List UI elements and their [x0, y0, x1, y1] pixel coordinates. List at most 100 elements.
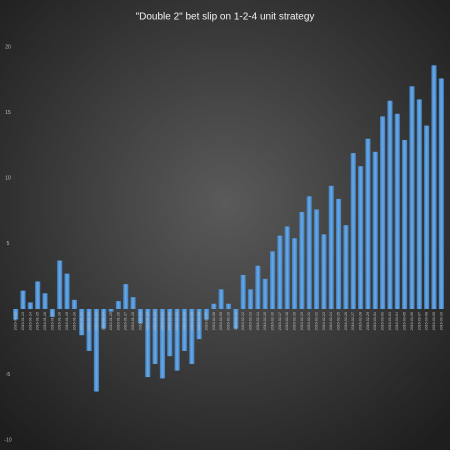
bar [174, 309, 180, 371]
x-tick-label: 2016-01-21 [80, 312, 84, 330]
bar [130, 297, 136, 309]
bar [167, 309, 173, 357]
x-tick-label: 2016-01-26 [116, 312, 120, 330]
x-tick-label: 2016-03-09 [432, 312, 436, 330]
x-tick-label: 2016-01-14 [28, 312, 32, 330]
bar [269, 251, 276, 309]
bar [321, 234, 327, 309]
y-tick-label: -5 [6, 372, 11, 378]
x-tick-label: 2016-02-19 [293, 312, 297, 330]
bar [240, 274, 246, 309]
bar [145, 309, 151, 378]
bar [218, 289, 224, 309]
x-tick-label: 2016-03-10 [439, 312, 443, 330]
x-tick-label: 2016-02-10 [226, 312, 230, 330]
bar [277, 235, 283, 309]
bar [291, 238, 298, 309]
y-tick-label: 5 [7, 241, 10, 247]
bar [306, 196, 312, 309]
x-tick-label: 2016-03-06 [410, 312, 414, 330]
x-tick-label: 2016-01-12 [14, 312, 18, 330]
x-tick-label: 2016-01-30 [146, 312, 150, 330]
bar [42, 293, 48, 309]
chart-title: "Double 2" bet slip on 1-2-4 unit strate… [136, 12, 315, 23]
y-tick-label: 20 [5, 44, 11, 50]
x-tick-label: 2016-02-18 [285, 312, 289, 330]
bar [115, 301, 121, 309]
bar [358, 166, 364, 309]
bar [159, 309, 166, 379]
x-tick-label: 2016-02-28 [359, 312, 363, 330]
x-tick-label: 2016-02-09 [219, 312, 223, 330]
bar [27, 302, 33, 309]
bar [336, 198, 342, 309]
x-tick-label: 2016-02-08 [212, 312, 216, 330]
x-tick-label: 2016-01-13 [21, 312, 25, 330]
bar [137, 309, 144, 324]
x-tick-label: 2016-01-28 [131, 312, 135, 330]
x-tick-label: 2016-01-16 [43, 312, 47, 330]
x-tick-label: 2016-01-25 [109, 312, 113, 330]
bar [387, 100, 393, 310]
bar [409, 86, 415, 309]
bar [299, 212, 305, 309]
bar [313, 209, 320, 309]
bar [233, 309, 239, 329]
bar [101, 309, 107, 329]
bar [49, 309, 55, 317]
x-tick-label: 2016-02-04 [182, 312, 186, 330]
bar [211, 303, 217, 309]
bar [328, 185, 334, 309]
x-tick-label: 2016-01-23 [94, 312, 98, 330]
bar [438, 78, 444, 309]
x-tick-label: 2016-02-17 [278, 312, 282, 330]
x-tick-label: 2016-03-02 [381, 312, 385, 330]
bar [343, 225, 349, 309]
x-tick-label: 2016-03-03 [388, 312, 392, 330]
bar [13, 309, 19, 320]
x-tick-label: 2016-01-31 [153, 312, 157, 330]
x-tick-label: 2016-02-25 [337, 312, 341, 330]
x-tick-label: 2016-02-07 [204, 312, 208, 330]
y-tick-label: 10 [5, 175, 11, 181]
bar [402, 140, 408, 309]
x-tick-label: 2016-02-12 [241, 312, 245, 330]
x-tick-label: 2016-01-24 [102, 312, 106, 330]
x-tick-label: 2016-02-06 [197, 312, 201, 330]
x-tick-label: 2016-02-11 [234, 312, 238, 330]
x-tick-label: 2016-02-13 [248, 312, 252, 330]
x-tick-label: 2016-01-20 [72, 312, 76, 330]
x-tick-label: 2016-02-29 [366, 312, 370, 330]
bar [20, 290, 26, 309]
x-tick-label: 2016-01-29 [138, 312, 142, 330]
x-tick-label: 2016-02-27 [351, 312, 355, 330]
bar [35, 281, 41, 309]
bar [123, 284, 129, 309]
x-tick-label: 2016-01-18 [58, 312, 62, 330]
bar [57, 260, 63, 309]
bar [79, 309, 85, 336]
x-tick-label: 2016-02-26 [344, 312, 348, 330]
bar [196, 309, 202, 340]
x-tick-label: 2016-01-27 [124, 312, 128, 330]
x-tick-label: 2016-02-05 [190, 312, 194, 330]
x-tick-label: 2016-01-22 [87, 312, 91, 330]
bar [225, 303, 232, 309]
x-tick-label: 2016-01-15 [36, 312, 40, 330]
x-tick-label: 2016-02-16 [270, 312, 274, 330]
x-tick-label: 2016-01-19 [65, 312, 69, 330]
y-tick-label: 15 [5, 110, 11, 116]
x-tick-label: 2016-03-01 [373, 312, 377, 330]
bar [189, 309, 195, 365]
bar [181, 309, 188, 351]
bar [262, 278, 268, 309]
bar [416, 99, 422, 310]
bar [152, 309, 158, 365]
x-tick-label: 2016-03-05 [403, 312, 407, 330]
bar [71, 299, 77, 309]
bar [284, 226, 290, 309]
x-tick-label: 2016-01-17 [50, 312, 54, 330]
x-tick-label: 2016-02-02 [168, 312, 172, 330]
x-tick-label: 2016-02-03 [175, 312, 179, 330]
